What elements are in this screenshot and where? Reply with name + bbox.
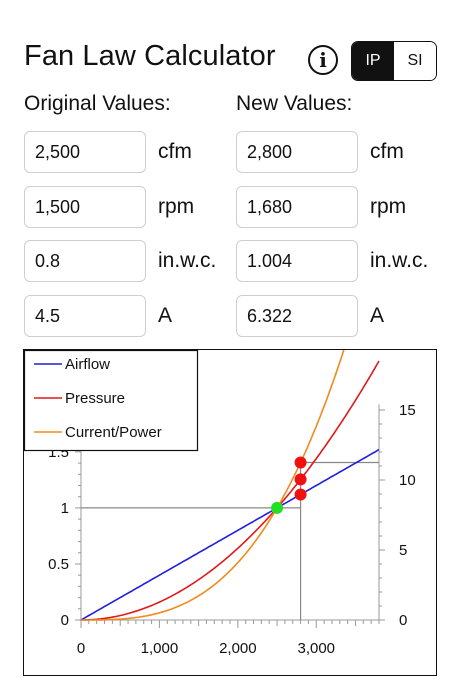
left-axis-tick-label: 1 <box>61 500 69 517</box>
legend-entry: Pressure <box>65 390 125 407</box>
legend-entry: Airflow <box>65 356 110 373</box>
series-line-pressure <box>81 360 380 621</box>
bottom-axis-tick-label: 0 <box>77 640 85 657</box>
right-axis-tick-label: 0 <box>399 612 407 629</box>
new-speed-field[interactable] <box>236 186 358 228</box>
bottom-axis-tick-label: 2,000 <box>219 640 257 657</box>
base-point-marker <box>271 501 284 514</box>
new-airflow-unit: cfm <box>370 140 404 163</box>
info-button[interactable]: i <box>308 45 338 75</box>
left-axis-tick-label: 0.5 <box>48 556 69 573</box>
new-current-unit: A <box>370 304 385 327</box>
new-point-marker-2 <box>294 456 307 469</box>
new-speed-unit: rpm <box>370 195 407 218</box>
legend-box <box>23 349 199 452</box>
new-pressure-unit: in.w.c. <box>370 249 429 272</box>
right-axis-tick-label: 5 <box>399 542 407 559</box>
series-line-current-power <box>81 226 380 621</box>
original-current-unit: A <box>158 304 173 327</box>
series-line-airflow <box>80 448 380 621</box>
new-point-marker-1 <box>294 473 307 486</box>
original-current-field[interactable] <box>24 295 146 337</box>
original-pressure-unit: in.w.c. <box>158 249 217 272</box>
original-speed-field[interactable] <box>24 186 146 228</box>
original-values-heading: Original Values: <box>24 92 171 115</box>
original-airflow-field[interactable] <box>24 131 146 173</box>
original-airflow-unit: cfm <box>158 140 192 163</box>
right-axis-tick-label: 15 <box>399 402 416 419</box>
legend-entry: Current/Power <box>65 424 162 441</box>
unit-toggle-si[interactable]: SI <box>394 42 436 80</box>
new-pressure-field[interactable] <box>236 240 358 282</box>
left-axis-tick-label: 0 <box>61 612 69 629</box>
new-current-field[interactable] <box>236 295 358 337</box>
original-speed-unit: rpm <box>158 195 195 218</box>
unit-toggle-ip[interactable]: IP <box>352 42 394 80</box>
fan-law-chart: 0 0.5 1 1.5 0 5 10 15 0 1,000 2,000 3,000 Airflow Pre… <box>23 226 437 676</box>
new-point-marker-0 <box>294 488 307 501</box>
info-icon: i <box>319 48 327 72</box>
page-title: Fan Law Calculator <box>24 40 276 72</box>
original-pressure-field[interactable] <box>24 240 146 282</box>
bottom-axis-tick-label: 3,000 <box>297 640 335 657</box>
bottom-axis-tick-label: 1,000 <box>141 640 179 657</box>
right-axis-tick-label: 10 <box>399 472 416 489</box>
unit-toggle[interactable]: IP SI <box>351 41 437 81</box>
new-airflow-field[interactable] <box>236 131 358 173</box>
new-values-heading: New Values: <box>236 92 353 115</box>
